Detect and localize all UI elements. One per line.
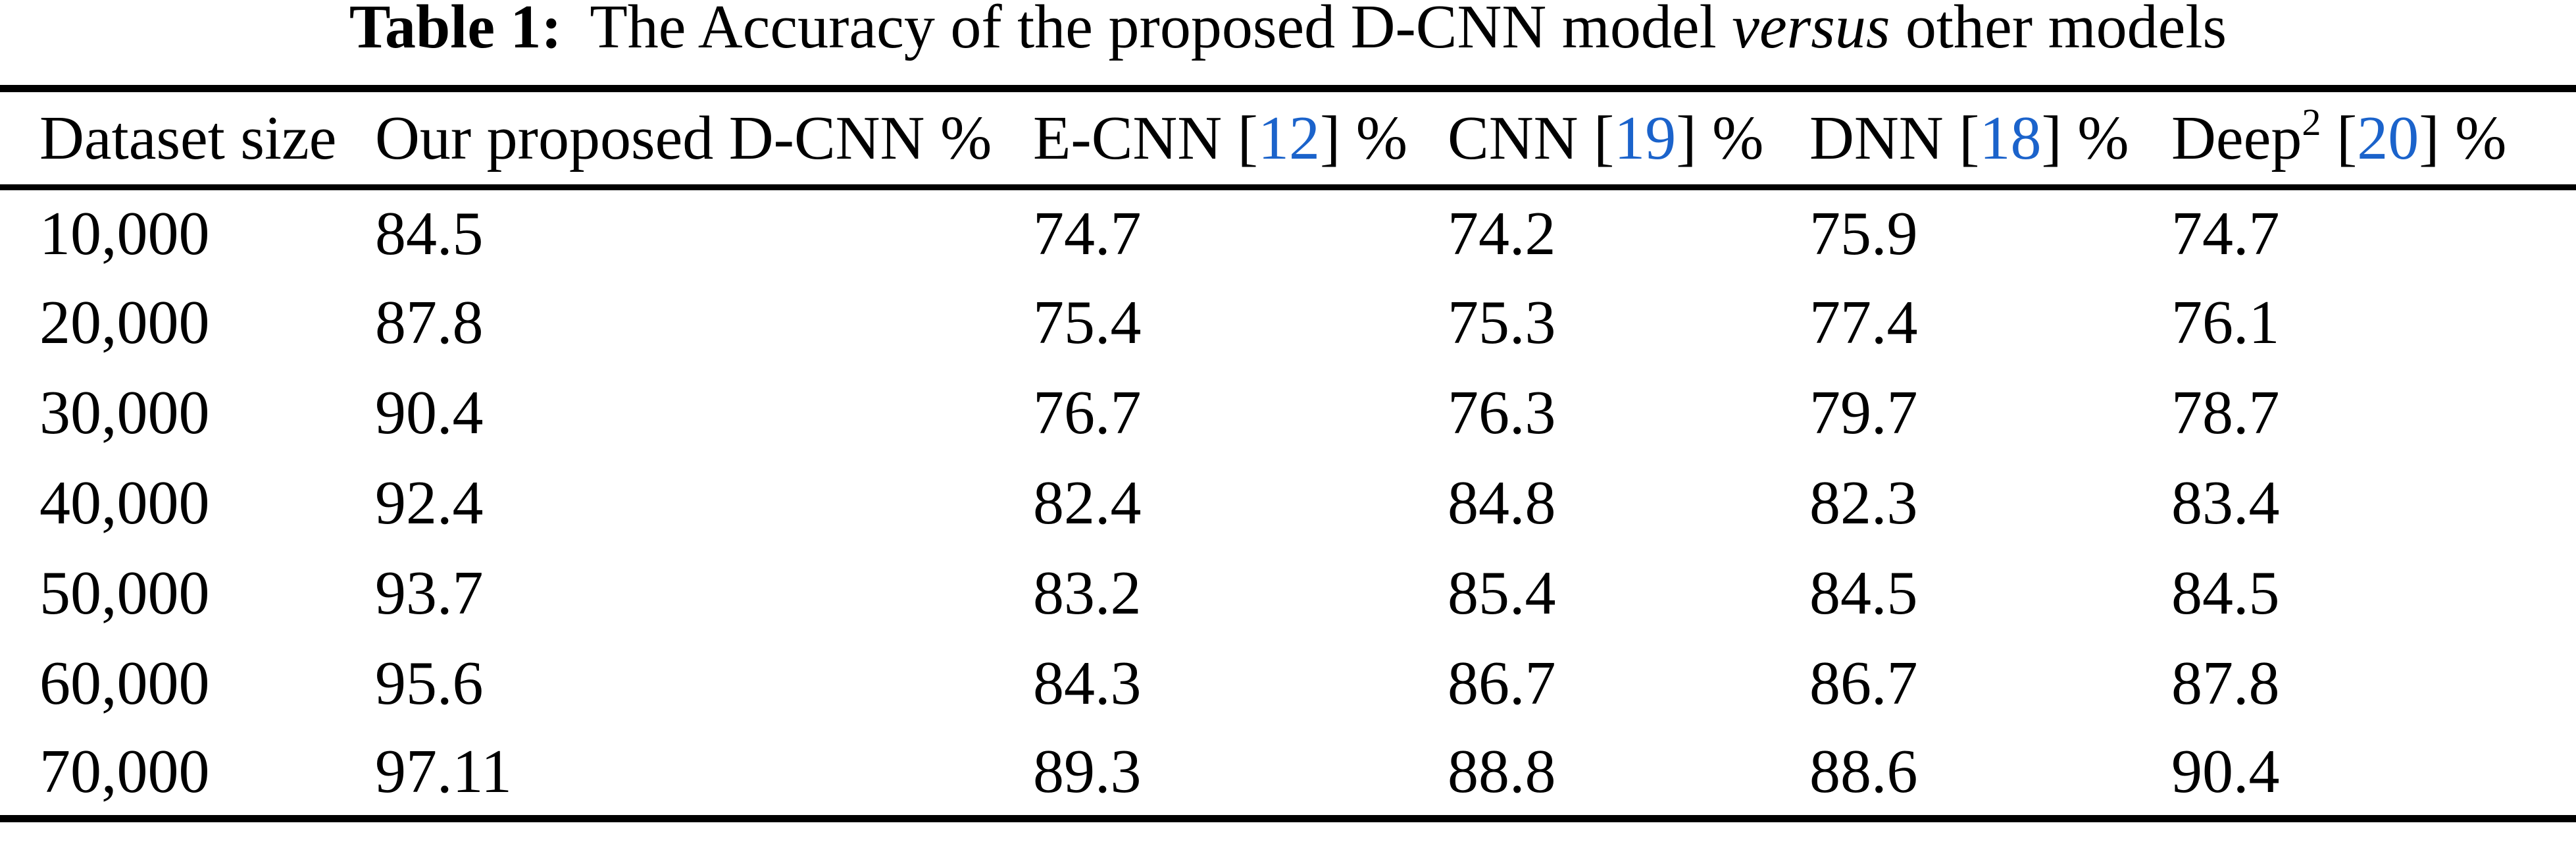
accuracy-cell: 90.4 xyxy=(375,379,484,447)
accuracy-cell: 92.4 xyxy=(375,469,484,537)
table-body: 10,000 84.5 74.7 74.2 75.9 74.7 20,000 87.8 75.4… xyxy=(0,188,2576,819)
accuracy-cell: 84.8 xyxy=(1448,469,1556,537)
dataset-size-cell: 30,000 xyxy=(39,379,210,447)
accuracy-cell: 76.3 xyxy=(1448,379,1556,447)
caption-text: other models xyxy=(1890,0,2227,61)
citation-link[interactable]: 20 xyxy=(2357,104,2419,172)
accuracy-cell: 74.7 xyxy=(1033,199,1142,269)
table-row: 70,000 97.11 89.3 88.8 88.6 90.4 xyxy=(0,729,2576,819)
accuracy-cell: 75.9 xyxy=(1809,199,1918,269)
header-text: ] % xyxy=(2419,104,2507,172)
accuracy-cell: 76.7 xyxy=(1033,379,1142,447)
accuracy-cell: 83.2 xyxy=(1033,559,1142,627)
table-row: 60,000 95.6 84.3 86.7 86.7 87.8 xyxy=(0,639,2576,729)
dataset-size-cell: 10,000 xyxy=(39,199,210,269)
accuracy-cell: 85.4 xyxy=(1448,559,1556,627)
accuracy-cell: 84.5 xyxy=(1809,559,1918,627)
citation-link[interactable]: 18 xyxy=(1979,104,2042,172)
accuracy-cell: 82.3 xyxy=(1809,469,1918,537)
accuracy-cell: 75.3 xyxy=(1448,288,1556,357)
accuracy-cell: 89.3 xyxy=(1033,737,1142,806)
table-row: 20,000 87.8 75.4 75.3 77.4 76.1 xyxy=(0,278,2576,368)
dataset-size-cell: 70,000 xyxy=(39,737,210,806)
accuracy-cell: 93.7 xyxy=(375,559,484,627)
accuracy-cell: 82.4 xyxy=(1033,469,1142,537)
citation-link[interactable]: 19 xyxy=(1614,104,1677,172)
dataset-size-cell: 60,000 xyxy=(39,649,210,718)
column-header-2: E-CNN [12] % xyxy=(1033,89,1448,188)
column-header-3: CNN [19] % xyxy=(1448,89,1809,188)
dataset-size-cell: 20,000 xyxy=(39,288,210,357)
caption-text: versus xyxy=(1732,0,1890,61)
accuracy-cell: 83.4 xyxy=(2171,469,2280,537)
column-header-4: DNN [18] % xyxy=(1809,89,2171,188)
accuracy-cell: 74.2 xyxy=(1448,199,1556,269)
header-text: E-CNN [ xyxy=(1033,104,1258,172)
header-text: ] % xyxy=(2041,104,2129,172)
header-text: Our proposed D-CNN % xyxy=(375,104,992,172)
accuracy-cell: 88.8 xyxy=(1448,737,1556,806)
accuracy-cell: 77.4 xyxy=(1809,288,1918,357)
column-header-5: Deep2 [20] % xyxy=(2171,89,2576,188)
accuracy-table: Dataset size Our proposed D-CNN % E-CNN [1… xyxy=(0,85,2576,822)
accuracy-cell: 76.1 xyxy=(2171,288,2280,357)
accuracy-cell: 84.5 xyxy=(375,199,484,269)
accuracy-cell: 84.5 xyxy=(2171,559,2280,627)
header-text: DNN [ xyxy=(1809,104,1980,172)
header-text: Dataset size xyxy=(39,104,337,172)
citation-link[interactable]: 12 xyxy=(1258,104,1320,172)
table-row: 30,000 90.4 76.7 76.3 79.7 78.7 xyxy=(0,368,2576,458)
superscript: 2 xyxy=(2302,100,2321,144)
accuracy-cell: 74.7 xyxy=(2171,199,2280,269)
accuracy-cell: 97.11 xyxy=(375,737,513,806)
accuracy-cell: 88.6 xyxy=(1809,737,1918,806)
header-text: ] % xyxy=(1320,104,1408,172)
accuracy-cell: 87.8 xyxy=(375,288,484,357)
table-row: 10,000 84.5 74.7 74.2 75.9 74.7 xyxy=(0,188,2576,278)
dataset-size-cell: 50,000 xyxy=(39,559,210,627)
accuracy-cell: 84.3 xyxy=(1033,649,1142,718)
dataset-size-cell: 40,000 xyxy=(39,469,210,537)
accuracy-cell: 78.7 xyxy=(2171,379,2280,447)
accuracy-cell: 79.7 xyxy=(1809,379,1918,447)
header-row: Dataset size Our proposed D-CNN % E-CNN [1… xyxy=(0,89,2576,188)
header-text: ] % xyxy=(1676,104,1764,172)
accuracy-cell: 95.6 xyxy=(375,649,484,718)
caption-text: The Accuracy of the proposed D-CNN model xyxy=(575,0,1732,61)
accuracy-cell: 86.7 xyxy=(1809,649,1918,718)
header-text: CNN [ xyxy=(1448,104,1615,172)
accuracy-cell: 87.8 xyxy=(2171,649,2280,718)
table-row: 50,000 93.7 83.2 85.4 84.5 84.5 xyxy=(0,548,2576,639)
table-caption: Table 1: The Accuracy of the proposed D-… xyxy=(0,0,2576,85)
column-header-0: Dataset size xyxy=(0,89,375,188)
accuracy-cell: 86.7 xyxy=(1448,649,1556,718)
table-row: 40,000 92.4 82.4 84.8 82.3 83.4 xyxy=(0,458,2576,548)
accuracy-cell: 75.4 xyxy=(1033,288,1142,357)
column-header-1: Our proposed D-CNN % xyxy=(375,89,1033,188)
caption-label: Table 1: xyxy=(349,0,562,61)
header-text: Deep xyxy=(2171,104,2302,172)
header-text: [ xyxy=(2321,104,2358,172)
accuracy-cell: 90.4 xyxy=(2171,737,2280,806)
